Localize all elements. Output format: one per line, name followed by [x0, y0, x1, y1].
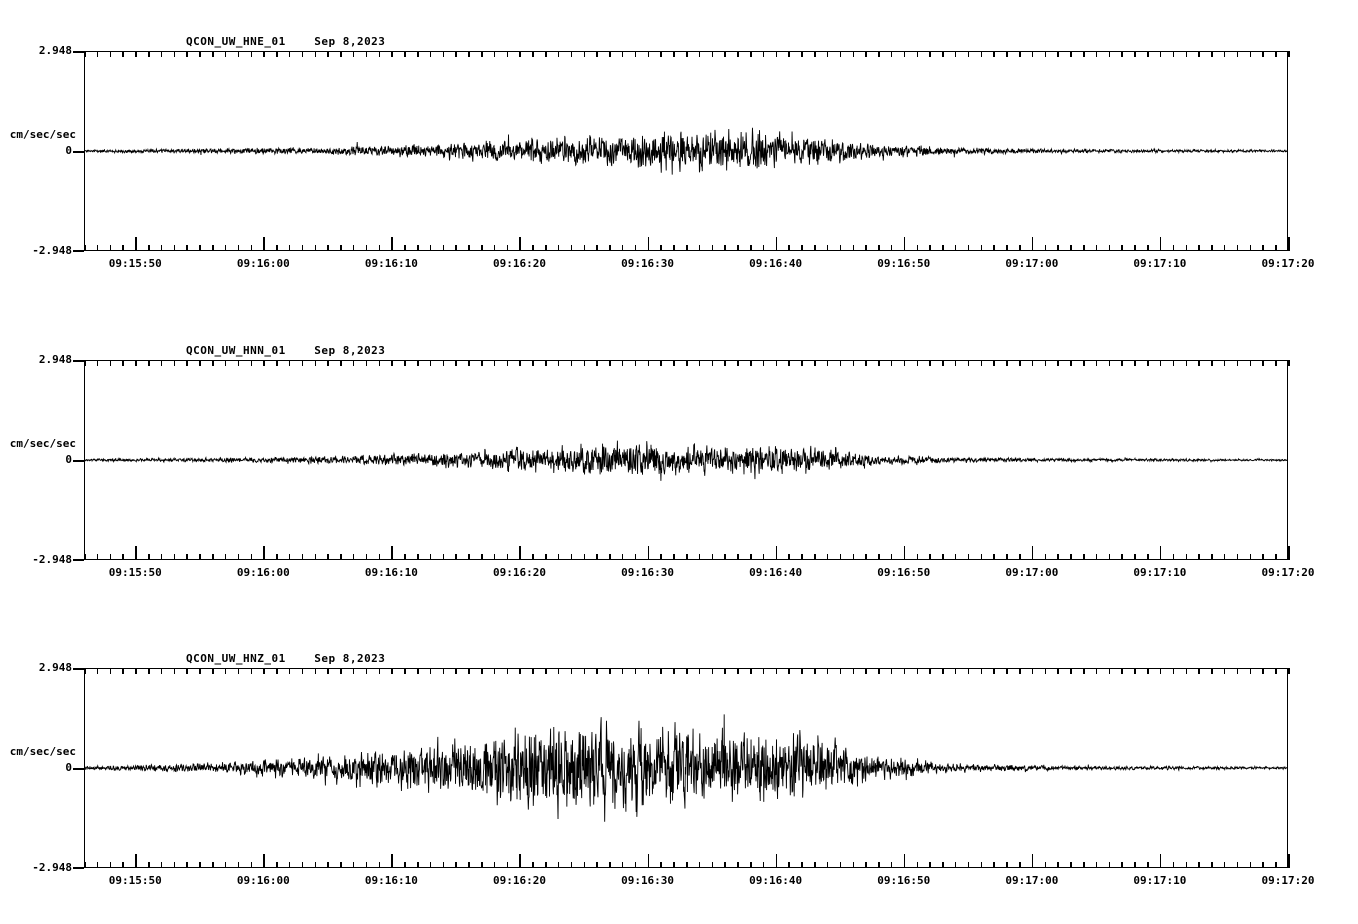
x-axis-tick-label: 09:15:50: [108, 566, 162, 579]
waveform-trace-hnn: [85, 361, 1287, 559]
y-axis-max-label-hnn: 2.948: [38, 353, 72, 366]
waveform-path: [85, 441, 1287, 481]
y-axis-units-label-hnz: cm/sec/sec: [9, 745, 76, 758]
y-axis-tick-min-hne: [73, 250, 84, 252]
x-axis-tick-label: 09:16:50: [877, 566, 931, 579]
y-axis-units-label-hne: cm/sec/sec: [9, 128, 76, 141]
y-axis-zero-label-hnn: 0: [65, 453, 72, 466]
y-axis-tick-min-hnz: [73, 867, 84, 869]
y-axis-min-label-hnn: -2.948: [32, 553, 72, 566]
y-axis-tick-zero-hnz: [73, 768, 84, 770]
x-axis-tick-label: 09:17:20: [1261, 566, 1315, 579]
x-axis-tick-label: 09:17:00: [1005, 257, 1059, 270]
x-axis-tick-label: 09:16:40: [749, 566, 803, 579]
y-axis-tick-max-hnz: [73, 668, 84, 670]
x-axis-tick-label: 09:16:30: [621, 566, 675, 579]
panel-title-hnz: QCON_UW_HNZ_01 Sep 8,2023: [186, 652, 386, 665]
y-axis-max-label-hne: 2.948: [38, 44, 72, 57]
x-axis-tick-label: 09:16:40: [749, 257, 803, 270]
y-axis-units-label-hnn: cm/sec/sec: [9, 437, 76, 450]
x-axis-tick-label: 09:16:10: [364, 874, 418, 887]
y-axis-max-label-hnz: 2.948: [38, 661, 72, 674]
x-axis-tick-label: 09:16:20: [492, 257, 546, 270]
x-axis-tick-label: 09:16:50: [877, 257, 931, 270]
x-axis-major-tick-top: [1288, 360, 1290, 366]
x-axis-tick-label: 09:15:50: [108, 874, 162, 887]
x-axis-tick-label: 09:17:10: [1133, 257, 1187, 270]
x-axis-labels-hnz: 09:15:50 09:16:00 09:16:10 09:16:20 09:16:30…: [84, 874, 1315, 894]
y-axis-zero-label-hne: 0: [65, 144, 72, 157]
plot-frame-hnn: [84, 360, 1288, 560]
y-axis-min-label-hne: -2.948: [32, 244, 72, 257]
x-axis-major-tick-bottom: [1288, 546, 1290, 560]
x-axis-tick-label: 09:17:00: [1005, 566, 1059, 579]
y-axis-tick-max-hne: [73, 51, 84, 53]
x-axis-major-tick-top: [1288, 51, 1290, 57]
x-axis-tick-label: 09:16:20: [492, 566, 546, 579]
x-axis-tick-label: 09:16:00: [236, 874, 290, 887]
x-axis-tick-label: 09:16:30: [621, 874, 675, 887]
x-axis-tick-label: 09:16:40: [749, 874, 803, 887]
waveform-path: [85, 714, 1287, 821]
x-axis-tick-label: 09:16:10: [364, 257, 418, 270]
x-axis-tick-label: 09:16:20: [492, 874, 546, 887]
waveform-trace-hne: [85, 52, 1287, 250]
y-axis-zero-label-hnz: 0: [65, 761, 72, 774]
x-axis-labels-hne: 09:15:50 09:16:00 09:16:10 09:16:20 09:16:30…: [84, 257, 1315, 277]
x-axis-major-tick-bottom: [1288, 854, 1290, 868]
x-axis-tick-label: 09:16:50: [877, 874, 931, 887]
x-axis-tick-label: 09:17:10: [1133, 566, 1187, 579]
x-axis-tick-label: 09:17:20: [1261, 257, 1315, 270]
waveform-path: [85, 128, 1287, 175]
plot-frame-hne: [84, 51, 1288, 251]
x-axis-labels-hnn: 09:15:50 09:16:00 09:16:10 09:16:20 09:16:30…: [84, 566, 1315, 586]
panel-title-hnn: QCON_UW_HNN_01 Sep 8,2023: [186, 344, 386, 357]
x-axis-tick-label: 09:15:50: [108, 257, 162, 270]
x-axis-tick-label: 09:16:30: [621, 257, 675, 270]
x-axis-tick-label: 09:16:00: [236, 257, 290, 270]
waveform-trace-hnz: [85, 669, 1287, 867]
y-axis-tick-min-hnn: [73, 559, 84, 561]
x-axis-tick-label: 09:17:10: [1133, 874, 1187, 887]
x-axis-tick-label: 09:17:20: [1261, 874, 1315, 887]
x-axis-major-tick-top: [1288, 668, 1290, 674]
x-axis-tick-label: 09:16:10: [364, 566, 418, 579]
x-axis-tick-label: 09:16:00: [236, 566, 290, 579]
y-axis-tick-max-hnn: [73, 360, 84, 362]
plot-frame-hnz: [84, 668, 1288, 868]
x-axis-major-tick-bottom: [1288, 237, 1290, 251]
x-axis-tick-label: 09:17:00: [1005, 874, 1059, 887]
y-axis-tick-zero-hne: [73, 151, 84, 153]
y-axis-tick-zero-hnn: [73, 460, 84, 462]
y-axis-min-label-hnz: -2.948: [32, 861, 72, 874]
panel-title-hne: QCON_UW_HNE_01 Sep 8,2023: [186, 35, 386, 48]
